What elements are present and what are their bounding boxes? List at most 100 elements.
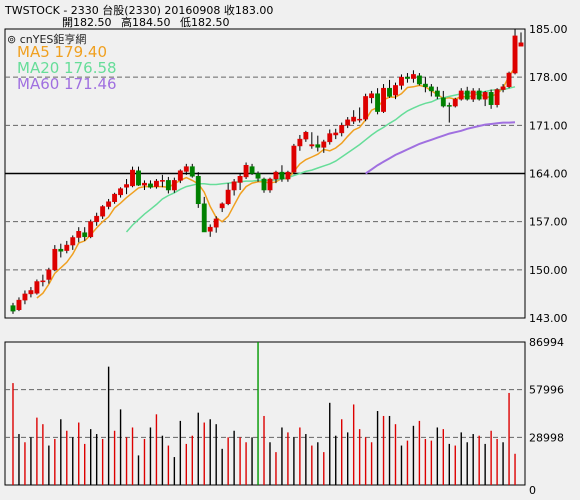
candle-up (28, 290, 34, 295)
candle-up (512, 35, 518, 74)
candle-down (58, 248, 64, 252)
candle-up (142, 182, 147, 186)
price-tick-label: 164.00 (529, 168, 568, 181)
low-price: 低182.50 (180, 16, 230, 29)
candle-up (369, 93, 375, 99)
candle-down (405, 76, 410, 79)
legend-ma60: MA60 171.46 (17, 75, 117, 93)
candle-up (52, 248, 58, 271)
candle-up (88, 221, 94, 238)
candle-down (261, 178, 267, 191)
header-title: TWSTOCK - 2330 台股(2330) 20160908 收183.00 (5, 4, 274, 17)
candle-up (34, 281, 40, 294)
candle-up (500, 86, 506, 90)
logo: ⊚ cnYES鉅亨網 (7, 31, 86, 47)
price-tick-label: 150.00 (529, 264, 568, 277)
candle-down (440, 97, 446, 107)
price-tick-label: 185.00 (529, 23, 568, 36)
candle-down (10, 305, 16, 312)
candle-up (207, 226, 213, 232)
candle-up (399, 76, 404, 86)
candle-up (171, 180, 177, 191)
candle-up (76, 231, 82, 238)
candle-down (249, 166, 255, 174)
candle-up (291, 145, 297, 173)
candle-up (225, 189, 231, 205)
logo-text: cnYES鉅亨網 (19, 33, 87, 46)
candle-up (231, 181, 237, 191)
candle-down (422, 83, 428, 88)
ma-line-ma60 (365, 121, 516, 175)
volume-panel: 86994 57996 28998 0 (4, 336, 564, 497)
candle-down (464, 90, 470, 100)
volume-tick-label: 57996 (529, 384, 564, 397)
candle-down (315, 144, 321, 148)
copyright-icon: ⊚ (7, 33, 17, 46)
candle-down (201, 203, 207, 233)
candle-down (446, 105, 452, 107)
candle-up (351, 116, 357, 122)
candle-up (458, 90, 464, 100)
price-tick-label: 157.00 (529, 216, 568, 229)
candle-up (219, 203, 225, 209)
open-price: 開182.50 (62, 16, 112, 29)
candle-up (40, 280, 46, 283)
candle-up (506, 72, 512, 88)
candle-down (476, 90, 482, 100)
candle-down (136, 170, 141, 186)
candle-down (375, 93, 381, 112)
candle-down (387, 87, 392, 97)
volume-panel-frame (4, 341, 526, 486)
candle-up (124, 184, 129, 188)
candle-up (381, 87, 386, 112)
candle-up (118, 188, 124, 196)
legend-ma20: MA20 176.58 (17, 59, 117, 77)
candle-up (345, 119, 351, 126)
candle-up (94, 215, 100, 222)
volume-tick-label: 0 (529, 484, 536, 497)
candle-up (106, 201, 112, 207)
candle-up (22, 293, 28, 301)
candle-up (518, 42, 524, 47)
candle-up (363, 96, 369, 120)
candle-up (482, 92, 488, 100)
price-tick-label: 171.00 (529, 119, 568, 132)
candle-up (452, 98, 458, 107)
candle-up (46, 269, 52, 280)
candle-up (64, 244, 70, 251)
candle-up (339, 125, 345, 134)
volume-tick-label: 28998 (529, 431, 564, 444)
price-panel: 185.00 178.00 171.00 164.00 157.00 150.00 143.… (4, 23, 568, 325)
candle-up (321, 141, 327, 148)
candle-down (195, 176, 201, 205)
price-tick-label: 178.00 (529, 71, 568, 84)
candle-up (183, 166, 189, 172)
candle-up (159, 180, 165, 182)
candle-up (393, 85, 398, 96)
candle-up (470, 90, 476, 100)
candle-up (327, 133, 333, 143)
candle-up (112, 193, 118, 202)
candle-up (70, 237, 76, 246)
candle-up (16, 299, 22, 310)
candle-up (100, 206, 106, 217)
high-price: 高184.50 (121, 16, 171, 29)
candle-down (255, 173, 261, 179)
candle-up (130, 169, 135, 187)
volume-tick-label: 86994 (529, 336, 564, 349)
candle-down (279, 171, 285, 180)
candle-up (410, 74, 416, 79)
candle-down (416, 75, 422, 85)
candle-down (488, 92, 494, 105)
candle-up (309, 144, 315, 147)
candle-up (333, 132, 339, 136)
candle-up (297, 138, 303, 147)
candle-down (148, 183, 153, 188)
candle-up (177, 170, 183, 181)
candle-up (213, 218, 219, 228)
candle-down (434, 90, 440, 97)
ma-line-ma20 (125, 86, 516, 233)
candle-up (243, 164, 249, 178)
candle-down (189, 166, 195, 177)
